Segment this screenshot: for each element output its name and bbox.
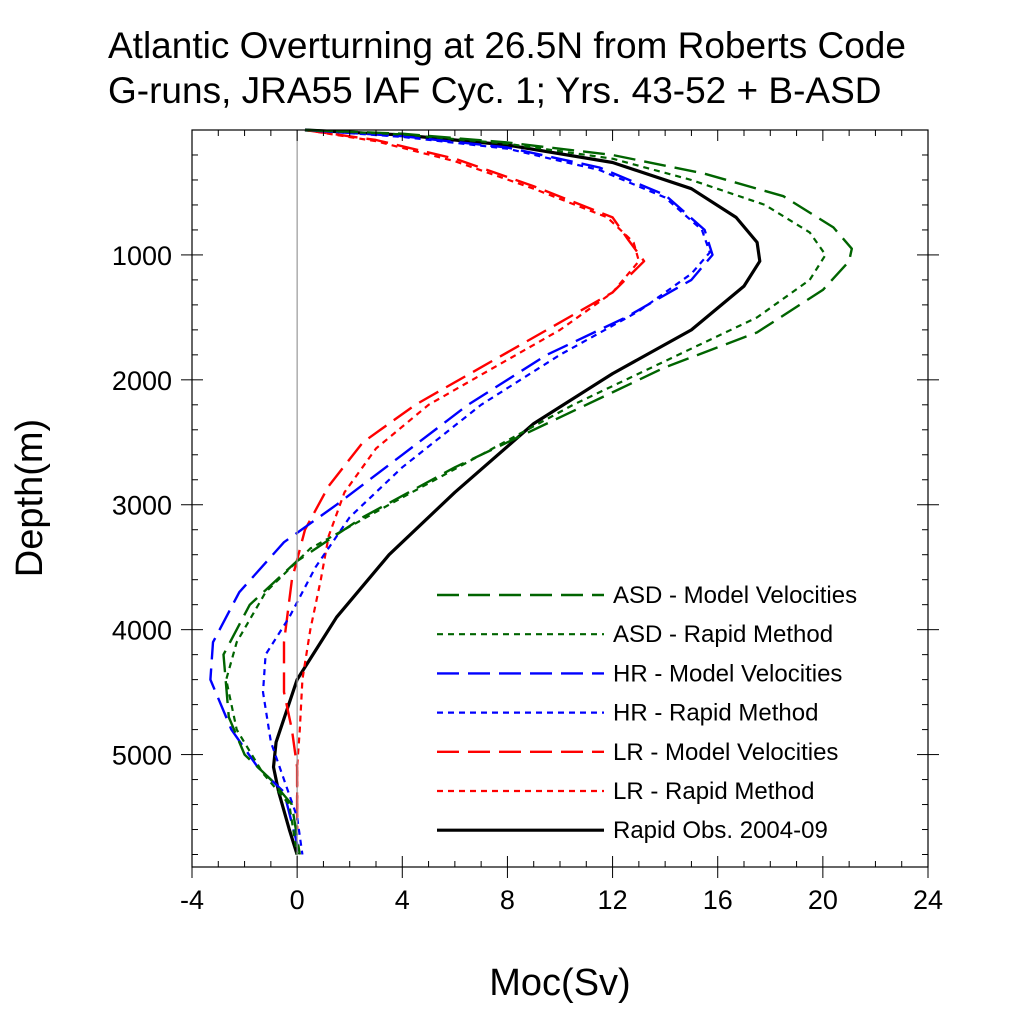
series-group — [209, 128, 853, 855]
y-tick-label-1: 2000 — [112, 366, 172, 396]
legend-label-0: ASD - Model Velocities — [613, 582, 857, 609]
legend-label-1: ASD - Rapid Method — [613, 621, 833, 648]
x-tick-label-2: 4 — [395, 885, 410, 915]
chart-title-line-2: G-runs, JRA55 IAF Cyc. 1; Yrs. 43-52 + B… — [108, 70, 882, 111]
legend-label-6: Rapid Obs. 2004-09 — [613, 817, 828, 844]
y-tick-label-2: 3000 — [112, 491, 172, 521]
series-line-2 — [209, 128, 714, 855]
legend: ASD - Model Velocities ASD - Rapid Method… — [437, 582, 857, 844]
x-tick-label-6: 20 — [808, 885, 838, 915]
series-line-3 — [261, 128, 711, 855]
legend-label-3: HR - Rapid Method — [613, 700, 818, 727]
y-tick-label-0: 1000 — [112, 241, 172, 271]
tick-labels-group: -4 0 4 8 12 16 20 24 1000 2000 3000 4000 5000 — [112, 241, 943, 915]
series-line-4 — [282, 128, 646, 830]
legend-label-2: HR - Model Velocities — [613, 660, 842, 687]
y-tick-label-3: 4000 — [112, 616, 172, 646]
x-tick-label-3: 8 — [500, 885, 515, 915]
legend-label-5: LR - Rapid Method — [613, 778, 814, 805]
x-tick-label-0: -4 — [180, 885, 204, 915]
legend-label-4: LR - Model Velocities — [613, 739, 838, 766]
y-axis-title: Depth(m) — [9, 419, 51, 577]
chart-title-line-1: Atlantic Overturning at 26.5N from Rober… — [108, 25, 906, 66]
x-tick-label-1: 0 — [290, 885, 305, 915]
y-tick-label-4: 5000 — [112, 741, 172, 771]
series-line-6 — [271, 128, 762, 855]
series-line-0 — [222, 128, 853, 855]
x-tick-label-5: 16 — [703, 885, 733, 915]
x-axis-title: Moc(Sv) — [489, 962, 630, 1004]
x-tick-label-7: 24 — [913, 885, 943, 915]
x-tick-label-4: 12 — [598, 885, 628, 915]
ticks-group — [181, 129, 939, 878]
series-line-1 — [225, 128, 827, 855]
